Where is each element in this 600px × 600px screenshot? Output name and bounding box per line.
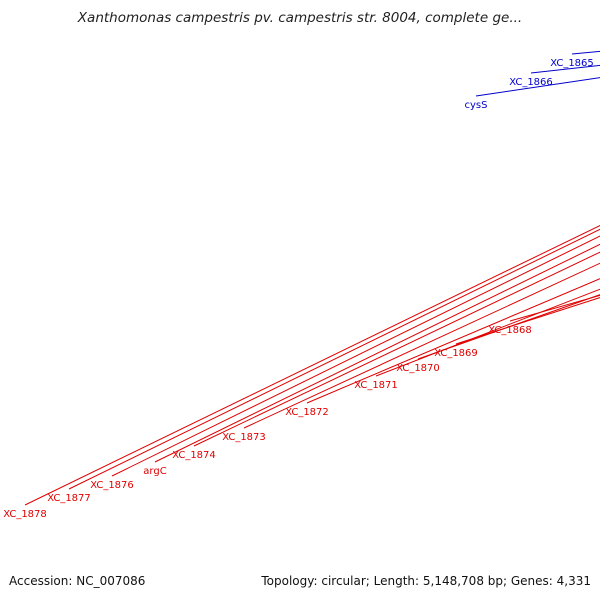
gene-leader-line xyxy=(68,228,600,490)
genome-summary-text: Topology: circular; Length: 5,148,708 bp… xyxy=(261,574,591,588)
gene-label[interactable]: XC_1868 xyxy=(488,325,532,336)
gene-label[interactable]: XC_1876 xyxy=(90,480,134,491)
gene-label[interactable]: XC_1871 xyxy=(354,380,398,391)
gene-leader-line xyxy=(571,50,600,55)
gene-label[interactable]: XC_1874 xyxy=(172,450,216,461)
gene-label[interactable]: cysS xyxy=(465,100,488,111)
gene-leader-line xyxy=(306,278,600,404)
gene-leader-line xyxy=(193,251,600,447)
gene-leader-line xyxy=(24,224,600,506)
map-title: Xanthomonas campestris pv. campestris st… xyxy=(77,10,523,26)
gene-leader-line xyxy=(243,262,600,429)
gene-leader-line xyxy=(375,288,600,377)
gene-leader-line xyxy=(154,243,600,463)
gene-label[interactable]: XC_1870 xyxy=(396,363,440,374)
gene-label[interactable]: XC_1866 xyxy=(509,77,553,88)
gene-label[interactable]: XC_1873 xyxy=(222,432,266,443)
gene-leader-line xyxy=(509,294,600,322)
gene-label[interactable]: XC_1877 xyxy=(47,493,91,504)
gene-label[interactable]: XC_1869 xyxy=(434,348,478,359)
gene-label[interactable]: XC_1872 xyxy=(285,407,329,418)
accession-text: Accession: NC_007086 xyxy=(9,574,146,588)
gene-label[interactable]: XC_1865 xyxy=(550,58,594,69)
gene-labels: XC_1865 XC_1866 cysS XC_1868 XC_1869 XC_1870 X… xyxy=(3,50,600,520)
gene-leader-line xyxy=(455,297,600,345)
gene-leader-line xyxy=(111,235,600,477)
gene-label[interactable]: argC xyxy=(143,466,166,477)
gene-label[interactable]: XC_1878 xyxy=(3,509,47,520)
